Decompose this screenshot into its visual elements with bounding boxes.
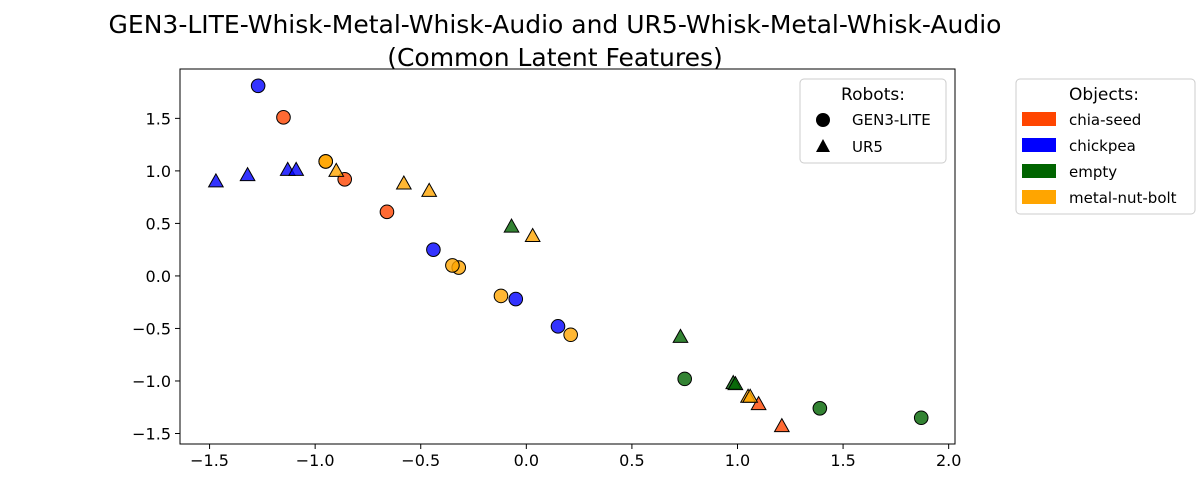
robots-legend-label-gen3-lite: GEN3-LITE	[852, 111, 931, 129]
y-tick-label: 1.5	[146, 109, 171, 128]
data-point-gen3-lite-chia-seed	[379, 204, 395, 220]
data-point-gen3-lite-empty	[812, 400, 828, 416]
robots-legend-label-ur5: UR5	[852, 138, 883, 156]
y-axis: −1.5 −1.0 −0.5 0.0 0.5 1.0 1.5	[132, 109, 180, 443]
circle-marker-icon	[816, 113, 830, 127]
data-point-ur5-chia-seed	[773, 417, 790, 433]
y-tick-label: −0.5	[132, 319, 171, 338]
data-point-gen3-lite-chickpea	[508, 291, 524, 307]
data-point-ur5-chia-seed	[750, 395, 767, 411]
objects-legend: Objects: chia-seed chickpea empty metal-nut…	[1015, 78, 1196, 215]
x-axis: −1.5 −1.0 −0.5 0.0 0.5 1.0 1.5 2.0	[190, 444, 961, 470]
legend-swatch-chia-seed	[1022, 112, 1056, 126]
x-tick-label: 1.5	[830, 451, 855, 470]
objects-legend-label-chia-seed: chia-seed	[1069, 111, 1141, 129]
data-point-gen3-lite-chickpea	[250, 78, 266, 94]
data-point-ur5-empty	[727, 375, 744, 391]
chart-title: GEN3-LITE-Whisk-Metal-Whisk-Audio and UR…	[109, 10, 1002, 72]
y-tick-label: 0.0	[146, 267, 171, 286]
x-tick-label: 1.0	[725, 451, 750, 470]
x-tick-label: −1.5	[190, 451, 229, 470]
x-tick-label: 2.0	[936, 451, 961, 470]
y-tick-label: −1.0	[132, 372, 171, 391]
objects-legend-frame	[1015, 78, 1196, 215]
data-point-gen3-lite-chickpea	[550, 319, 566, 334]
plot-area-frame	[179, 68, 956, 445]
chart-title-line-1: GEN3-LITE-Whisk-Metal-Whisk-Audio and UR…	[109, 10, 1002, 39]
y-tick-label: −1.5	[132, 424, 171, 443]
x-tick-label: 0.5	[619, 451, 644, 470]
data-point-gen3-lite-metal-nut-bolt	[445, 258, 460, 273]
robots-legend-title: Robots:	[841, 85, 905, 105]
data-point-ur5-empty	[503, 218, 520, 233]
data-point-ur5-metal-nut-bolt	[421, 182, 438, 197]
y-tick-label: 0.5	[146, 214, 171, 233]
x-tick-label: −0.5	[401, 451, 440, 470]
chart-title-line-2: (Common Latent Features)	[387, 43, 723, 72]
objects-legend-label-metal-nut-bolt: metal-nut-bolt	[1069, 189, 1177, 207]
data-point-ur5-empty	[672, 328, 689, 343]
objects-legend-label-empty: empty	[1069, 163, 1117, 181]
objects-legend-title: Objects:	[1069, 85, 1139, 105]
data-point-ur5-metal-nut-bolt	[395, 174, 412, 190]
data-point-gen3-lite-chickpea	[426, 242, 441, 257]
data-point-ur5-metal-nut-bolt	[742, 388, 759, 403]
y-tick-label: 1.0	[146, 162, 171, 181]
x-tick-label: 0.0	[514, 451, 539, 470]
data-point-gen3-lite-empty	[913, 410, 929, 426]
legend-swatch-metal-nut-bolt	[1022, 190, 1056, 204]
data-point-gen3-lite-metal-nut-bolt	[318, 154, 334, 169]
data-point-ur5-chickpea	[287, 161, 305, 176]
legend-swatch-empty	[1022, 164, 1056, 178]
data-point-ur5-chickpea	[239, 166, 256, 182]
data-point-ur5-metal-nut-bolt	[524, 227, 541, 243]
robots-legend: Robots: GEN3-LITE UR5	[799, 78, 947, 164]
data-points	[207, 78, 929, 433]
legend-swatch-chickpea	[1022, 138, 1056, 152]
data-point-ur5-chickpea	[207, 172, 225, 188]
objects-legend-label-chickpea: chickpea	[1069, 137, 1136, 155]
triangle-marker-icon	[816, 139, 830, 152]
data-point-ur5-metal-nut-bolt	[328, 162, 345, 177]
data-point-gen3-lite-empty	[677, 371, 693, 387]
data-point-gen3-lite-metal-nut-bolt	[493, 288, 509, 304]
data-point-gen3-lite-chia-seed	[276, 110, 291, 125]
robots-legend-frame	[799, 78, 947, 164]
x-tick-label: −1.0	[296, 451, 335, 470]
data-point-gen3-lite-metal-nut-bolt	[563, 327, 578, 343]
